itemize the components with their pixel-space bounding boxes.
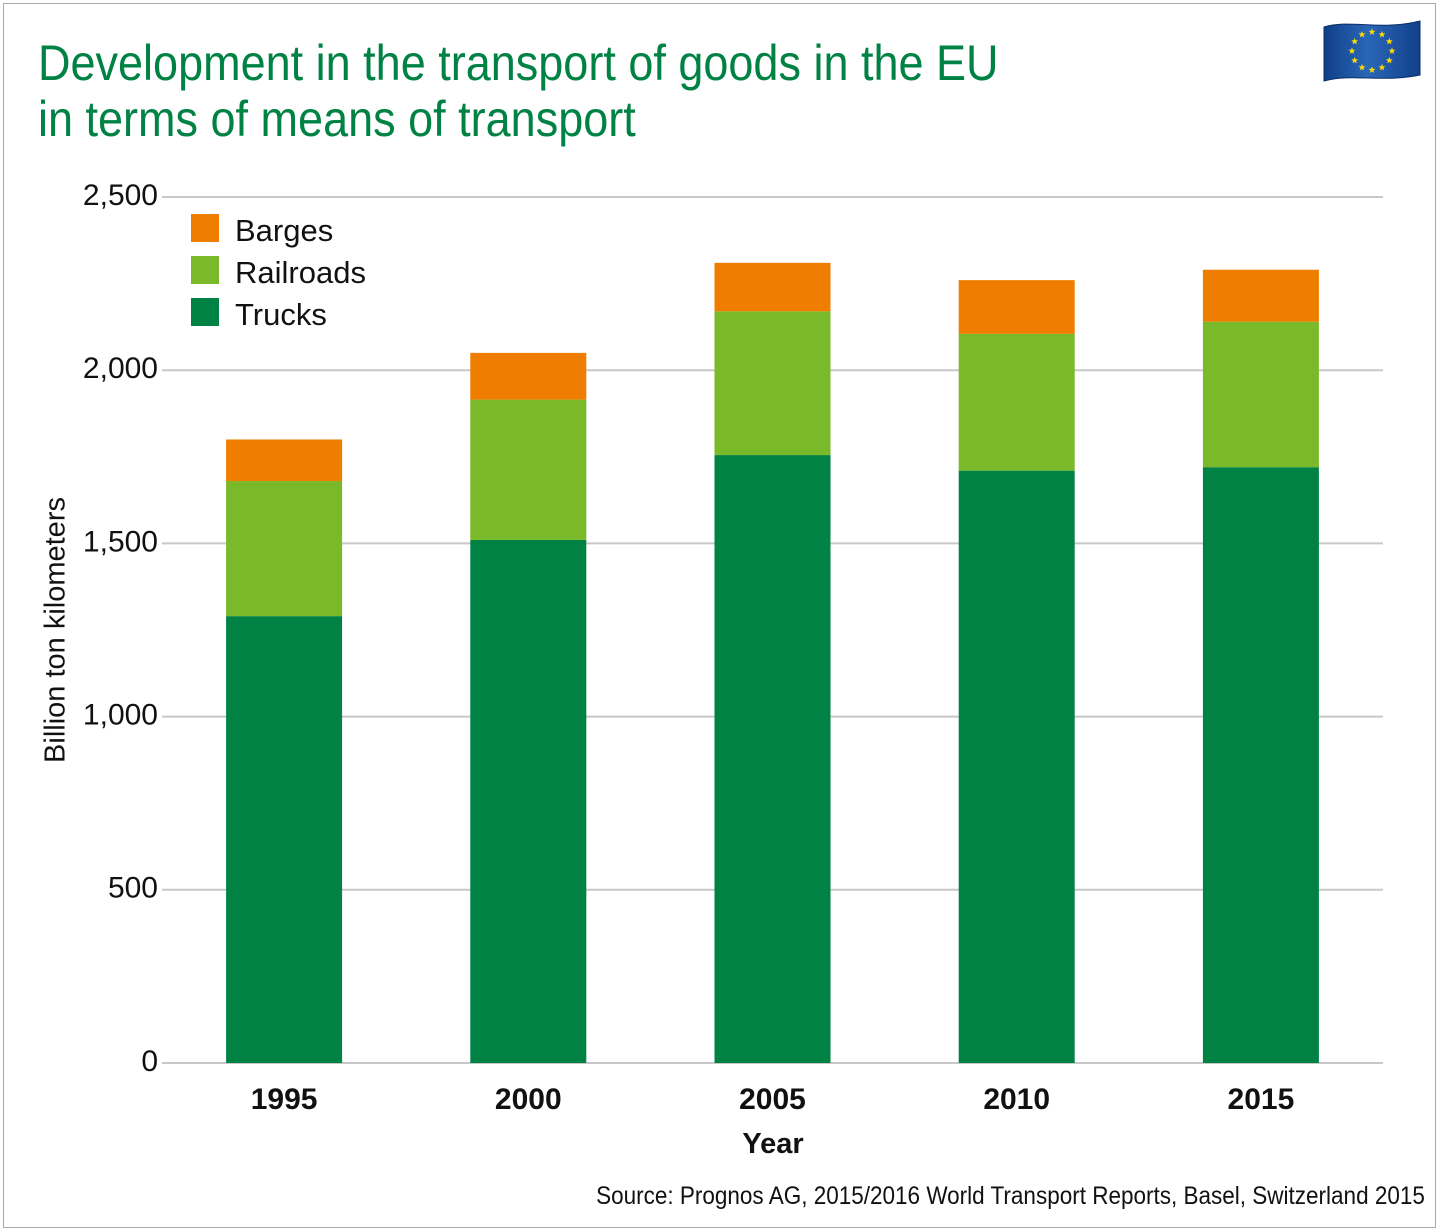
flag-star [1378, 30, 1386, 38]
eu-flag-icon [1323, 20, 1421, 82]
legend-label-railroads: Railroads [235, 255, 366, 290]
bar-trucks-2005 [714, 455, 831, 1063]
y-tick-label: 1,000 [83, 699, 158, 732]
y-axis-label: Billion ton kilometers [40, 497, 72, 763]
bar-barges-1995 [226, 439, 343, 482]
y-tick-label: 2,000 [83, 352, 158, 385]
y-tick-label: 500 [108, 872, 158, 905]
bars [226, 262, 1319, 1063]
legend-swatch-trucks [191, 298, 219, 326]
flag-star [1348, 47, 1356, 54]
y-tick-label: 0 [141, 1045, 158, 1078]
bar-railroads-2005 [714, 311, 831, 456]
bar-railroads-2000 [470, 399, 587, 540]
bar-barges-2000 [470, 352, 587, 400]
bar-barges-2010 [958, 280, 1075, 334]
bar-barges-2005 [714, 262, 831, 312]
source-note: Source: Prognos AG, 2015/2016 World Tran… [596, 1182, 1425, 1210]
x-tick-label: 2015 [1228, 1083, 1295, 1116]
flag-star [1351, 37, 1359, 45]
y-axis-ticks: 0 500 1,000 1,500 2,000 2,500 [83, 179, 158, 1078]
x-tick-label: 1995 [251, 1083, 318, 1116]
bar-trucks-2000 [470, 539, 587, 1063]
bar-railroads-2015 [1202, 321, 1319, 468]
flag-star [1378, 63, 1386, 71]
flag-star [1368, 66, 1376, 73]
flag-star [1358, 30, 1366, 38]
flag-star [1368, 28, 1376, 35]
legend-swatch-barges [191, 214, 219, 242]
chart-title-line-2: in terms of means of transport [38, 91, 636, 147]
flag-star [1385, 37, 1393, 45]
y-tick-label: 1,500 [83, 525, 158, 558]
bar-trucks-1995 [226, 616, 343, 1063]
flag-star [1385, 56, 1393, 64]
x-tick-label: 2005 [739, 1083, 806, 1116]
y-tick-label: 2,500 [83, 179, 158, 212]
legend-swatch-railroads [191, 256, 219, 284]
bar-railroads-2010 [958, 333, 1075, 471]
legend-label-barges: Barges [235, 213, 333, 248]
bar-railroads-1995 [226, 481, 343, 617]
chart-title-line-1: Development in the transport of goods in… [38, 35, 999, 91]
x-axis-ticks: 1995 2000 2005 2010 2015 [251, 1083, 1295, 1116]
x-tick-label: 2000 [495, 1083, 562, 1116]
bar-trucks-2015 [1202, 467, 1319, 1063]
legend-label-trucks: Trucks [235, 297, 327, 332]
x-axis-label: Year [742, 1128, 803, 1160]
flag-star [1358, 63, 1366, 71]
flag-star [1351, 56, 1359, 64]
flag-star [1388, 47, 1396, 54]
bar-trucks-2010 [958, 470, 1075, 1063]
bar-barges-2015 [1202, 269, 1319, 322]
legend: Barges Railroads Trucks [191, 213, 366, 332]
x-tick-label: 2010 [983, 1083, 1050, 1116]
